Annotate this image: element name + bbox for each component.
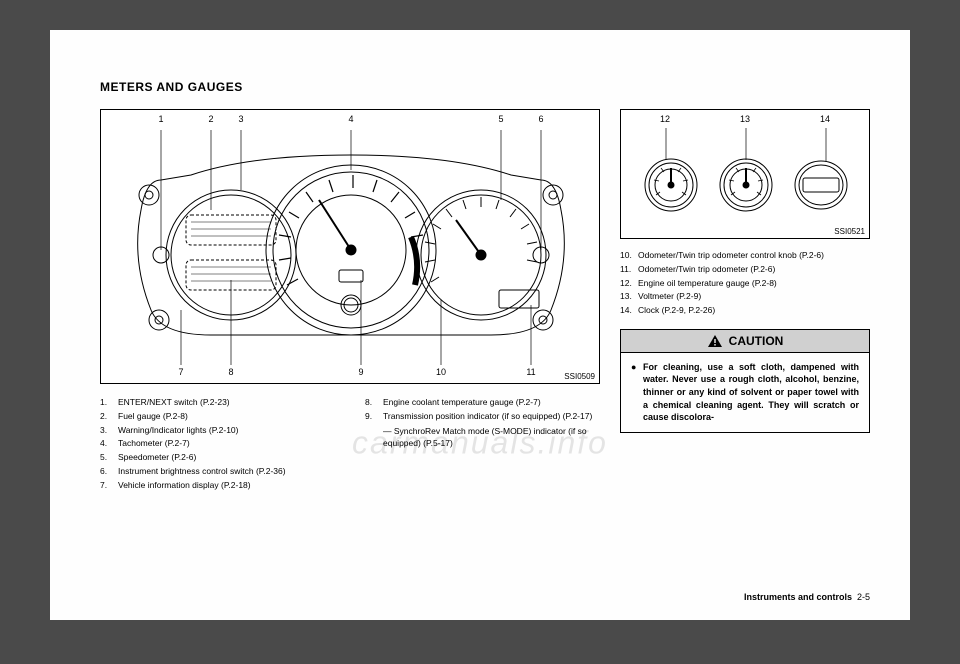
left-column: 1 2 3 4 5 6 7 8 9 10 11 SSI0509 1.ENTER/… [100,109,600,492]
legend-num: 10. [620,249,638,262]
legend-num: 4. [100,437,118,450]
legend-text: Engine oil temperature gauge (P.2-8) [638,277,777,290]
legend-item: 9.Transmission position indicator (if so… [365,410,600,423]
callout-3: 3 [235,114,247,124]
legend-subtext: — SynchroRev Match mode (S-MODE) indicat… [383,425,600,451]
figure-sub: 12 13 14 SSI0521 [620,109,870,239]
footer-section: Instruments and controls [744,592,852,602]
warning-icon [707,334,723,348]
legend-num: 11. [620,263,638,276]
caution-text: For cleaning, use a soft cloth, dampened… [643,361,859,424]
legend-text: Vehicle information display (P.2-18) [118,479,251,492]
legend-num: 1. [100,396,118,409]
legend-item: 4.Tachometer (P.2-7) [100,437,335,450]
legend-text: Transmission position indicator (if so e… [383,410,592,423]
legend-item: 8.Engine coolant temperature gauge (P.2-… [365,396,600,409]
legend-item: 3.Warning/Indicator lights (P.2-10) [100,424,335,437]
content-row: 1 2 3 4 5 6 7 8 9 10 11 SSI0509 1.ENTER/… [100,109,870,492]
callout-10: 10 [435,367,447,377]
legend-text: Engine coolant temperature gauge (P.2-7) [383,396,541,409]
callout-4: 4 [345,114,357,124]
cluster-drawing [101,110,601,385]
manual-page: METERS AND GAUGES [50,30,910,620]
legend-text: ENTER/NEXT switch (P.2-23) [118,396,230,409]
caution-title: CAUTION [729,334,784,348]
legend-text: Tachometer (P.2-7) [118,437,190,450]
caution-box: CAUTION ● For cleaning, use a soft cloth… [620,329,870,433]
right-column: 12 13 14 SSI0521 10.Odometer/Twin trip o… [620,109,870,492]
legend-num: 2. [100,410,118,423]
legend-item: 7.Vehicle information display (P.2-18) [100,479,335,492]
legend-num: 6. [100,465,118,478]
legend-num: 9. [365,410,383,423]
legend-text: Fuel gauge (P.2-8) [118,410,188,423]
legend-item: 6.Instrument brightness control switch (… [100,465,335,478]
legend-item: 5.Speedometer (P.2-6) [100,451,335,464]
callout-14: 14 [819,114,831,124]
legend-text: Warning/Indicator lights (P.2-10) [118,424,238,437]
aux-gauges-drawing [621,110,871,240]
legend-num: 12. [620,277,638,290]
legend-num: 7. [100,479,118,492]
legend-text: Odometer/Twin trip odometer control knob… [638,249,824,262]
legend-item: 14.Clock (P.2-9, P.2-26) [620,304,870,317]
callout-12: 12 [659,114,671,124]
legend-num: 13. [620,290,638,303]
legend-text: Clock (P.2-9, P.2-26) [638,304,715,317]
legend-item: 2.Fuel gauge (P.2-8) [100,410,335,423]
legend-item: 10.Odometer/Twin trip odometer control k… [620,249,870,262]
legend-item: 13.Voltmeter (P.2-9) [620,290,870,303]
legend-text: Speedometer (P.2-6) [118,451,196,464]
figure-main-label: SSI0509 [564,372,595,381]
legend-num: 8. [365,396,383,409]
callout-7: 7 [175,367,187,377]
callout-11: 11 [525,367,537,377]
legend-col-a: 1.ENTER/NEXT switch (P.2-23) 2.Fuel gaug… [100,396,335,492]
legend-text: Instrument brightness control switch (P.… [118,465,286,478]
legend-num: 3. [100,424,118,437]
legend-secondary: 10.Odometer/Twin trip odometer control k… [620,249,870,317]
caution-header: CAUTION [621,330,869,353]
callout-2: 2 [205,114,217,124]
callout-13: 13 [739,114,751,124]
legend-num: 14. [620,304,638,317]
legend-item: 12.Engine oil temperature gauge (P.2-8) [620,277,870,290]
callout-6: 6 [535,114,547,124]
callout-5: 5 [495,114,507,124]
legend-text: Voltmeter (P.2-9) [638,290,701,303]
legend-item: 1.ENTER/NEXT switch (P.2-23) [100,396,335,409]
figure-main: 1 2 3 4 5 6 7 8 9 10 11 SSI0509 [100,109,600,384]
callout-9: 9 [355,367,367,377]
callout-8: 8 [225,367,237,377]
legend-item: 11.Odometer/Twin trip odometer (P.2-6) [620,263,870,276]
callout-1: 1 [155,114,167,124]
legend-main: 1.ENTER/NEXT switch (P.2-23) 2.Fuel gaug… [100,396,600,492]
legend-col-b: 8.Engine coolant temperature gauge (P.2-… [365,396,600,492]
legend-text: Odometer/Twin trip odometer (P.2-6) [638,263,775,276]
section-title: METERS AND GAUGES [100,80,870,94]
caution-body: ● For cleaning, use a soft cloth, dampen… [621,353,869,432]
page-footer: Instruments and controls 2-5 [744,592,870,602]
legend-num: 5. [100,451,118,464]
bullet-icon: ● [631,361,643,424]
figure-sub-label: SSI0521 [834,227,865,236]
footer-page: 2-5 [857,592,870,602]
